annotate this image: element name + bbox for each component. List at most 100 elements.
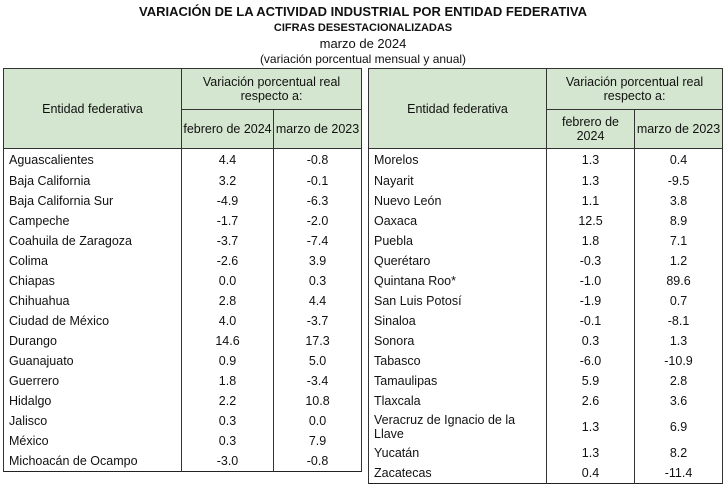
mar-value: 6.9 [633, 411, 724, 443]
table-row: Yucatán 1.3 8.2 [368, 443, 724, 463]
report-header: VARIACIÓN DE LA ACTIVIDAD INDUSTRIAL POR… [0, 0, 726, 66]
feb-value: 1.1 [546, 191, 635, 211]
entity-name: Baja California [3, 171, 182, 191]
table-row: Sonora 0.3 1.3 [368, 331, 724, 351]
entity-name: México [3, 431, 182, 451]
report-note: (variación porcentual mensual y anual) [259, 52, 467, 66]
mar-value: 17.3 [272, 331, 363, 351]
entity-name: Nayarit [368, 171, 547, 191]
table-row: Chiapas 0.0 0.3 [3, 271, 363, 291]
feb-value: -0.3 [546, 251, 635, 271]
table-row: Quintana Roo* -1.0 89.6 [368, 271, 724, 291]
entity-name: Sonora [368, 331, 547, 351]
table-row: Tabasco -6.0 -10.9 [368, 351, 724, 371]
entity-name: Tamaulipas [368, 371, 547, 391]
table-row: Campeche -1.7 -2.0 [3, 211, 363, 231]
entity-name: Sinaloa [368, 311, 547, 331]
table-row: Tlaxcala 2.6 3.6 [368, 391, 724, 411]
feb-value: 3.2 [181, 171, 274, 191]
feb-value: -3.0 [181, 451, 274, 472]
feb-value: 1.8 [546, 231, 635, 251]
mar-value: -0.1 [272, 171, 363, 191]
table-row: Oaxaca 12.5 8.9 [368, 211, 724, 231]
variation-group-header: Variación porcentual real respecto a: [545, 68, 724, 110]
entity-name: Zacatecas [368, 463, 547, 484]
entity-name: Campeche [3, 211, 182, 231]
table-row: Guanajuato 0.9 5.0 [3, 351, 363, 371]
entity-name: Aguascalientes [3, 148, 182, 171]
table-row: Durango 14.6 17.3 [3, 331, 363, 351]
table-row: Hidalgo 2.2 10.8 [3, 391, 363, 411]
table-row: Baja California 3.2 -0.1 [3, 171, 363, 191]
feb-2024-header: febrero de 2024 [546, 109, 635, 149]
mar-value: -3.4 [272, 371, 363, 391]
table-row: Aguascalientes 4.4 -0.8 [3, 148, 363, 171]
mar-2023-header: marzo de 2023 [272, 109, 363, 149]
entity-name: Guanajuato [3, 351, 182, 371]
mar-2023-header: marzo de 2023 [633, 109, 724, 149]
entity-name: Chiapas [3, 271, 182, 291]
table-row: Querétaro -0.3 1.2 [368, 251, 724, 271]
mar-value: 0.3 [272, 271, 363, 291]
feb-value: 0.4 [546, 463, 635, 484]
mar-value: 7.9 [272, 431, 363, 451]
feb-value: 14.6 [181, 331, 274, 351]
table-row: Nayarit 1.3 -9.5 [368, 171, 724, 191]
mar-value: -2.0 [272, 211, 363, 231]
entity-header: Entidad federativa [3, 68, 182, 149]
entity-name: Quintana Roo* [368, 271, 547, 291]
feb-value: 2.8 [181, 291, 274, 311]
entity-header: Entidad federativa [368, 68, 547, 149]
mar-value: 7.1 [633, 231, 724, 251]
entity-name: Tlaxcala [368, 391, 547, 411]
entity-name: Colima [3, 251, 182, 271]
table-row: Ciudad de México 4.0 -3.7 [3, 311, 363, 331]
feb-value: 1.3 [546, 148, 635, 171]
mar-value: 10.8 [272, 391, 363, 411]
feb-value: 1.3 [546, 411, 635, 443]
table-row: Nuevo León 1.1 3.8 [368, 191, 724, 211]
feb-value: 2.2 [181, 391, 274, 411]
mar-value: 0.7 [633, 291, 724, 311]
table-row: México 0.3 7.9 [3, 431, 363, 451]
entity-name: Oaxaca [368, 211, 547, 231]
mar-value: -0.8 [272, 148, 363, 171]
table-row: Chihuahua 2.8 4.4 [3, 291, 363, 311]
mar-value: -3.7 [272, 311, 363, 331]
entity-name: Coahuila de Zaragoza [3, 231, 182, 251]
table-row: Coahuila de Zaragoza -3.7 -7.4 [3, 231, 363, 251]
feb-value: -2.6 [181, 251, 274, 271]
table-row: Tamaulipas 5.9 2.8 [368, 371, 724, 391]
feb-value: 4.0 [181, 311, 274, 331]
table-row: Veracruz de Ignacio de la Llave 1.3 6.9 [368, 411, 724, 443]
entity-name: Michoacán de Ocampo [3, 451, 182, 472]
feb-value: 12.5 [546, 211, 635, 231]
mar-value: -0.8 [272, 451, 363, 472]
mar-value: 8.9 [633, 211, 724, 231]
mar-value: 0.0 [272, 411, 363, 431]
mar-value: 3.9 [272, 251, 363, 271]
feb-value: 0.0 [181, 271, 274, 291]
mar-value: 1.3 [633, 331, 724, 351]
entity-name: Veracruz de Ignacio de la Llave [368, 411, 547, 443]
table-row: Puebla 1.8 7.1 [368, 231, 724, 251]
mar-value: 2.8 [633, 371, 724, 391]
feb-value: -6.0 [546, 351, 635, 371]
mar-value: 4.4 [272, 291, 363, 311]
feb-value: 1.3 [546, 171, 635, 191]
entity-name: Ciudad de México [3, 311, 182, 331]
entity-name: Guerrero [3, 371, 182, 391]
mar-value: 1.2 [633, 251, 724, 271]
feb-value: 0.3 [181, 411, 274, 431]
mar-value: -7.4 [272, 231, 363, 251]
mar-value: -8.1 [633, 311, 724, 331]
feb-value: 0.3 [181, 431, 274, 451]
mar-value: 3.6 [633, 391, 724, 411]
feb-value: -0.1 [546, 311, 635, 331]
left-table-body: Aguascalientes 4.4 -0.8 Baja California 3.2-… [3, 148, 363, 472]
table-row: Zacatecas 0.4 -11.4 [368, 463, 724, 484]
entity-name: Nuevo León [368, 191, 547, 211]
feb-value: 5.9 [546, 371, 635, 391]
table-row: Morelos 1.3 0.4 [368, 148, 724, 171]
right-table: Entidad federativa Variación porcentual … [368, 68, 724, 484]
